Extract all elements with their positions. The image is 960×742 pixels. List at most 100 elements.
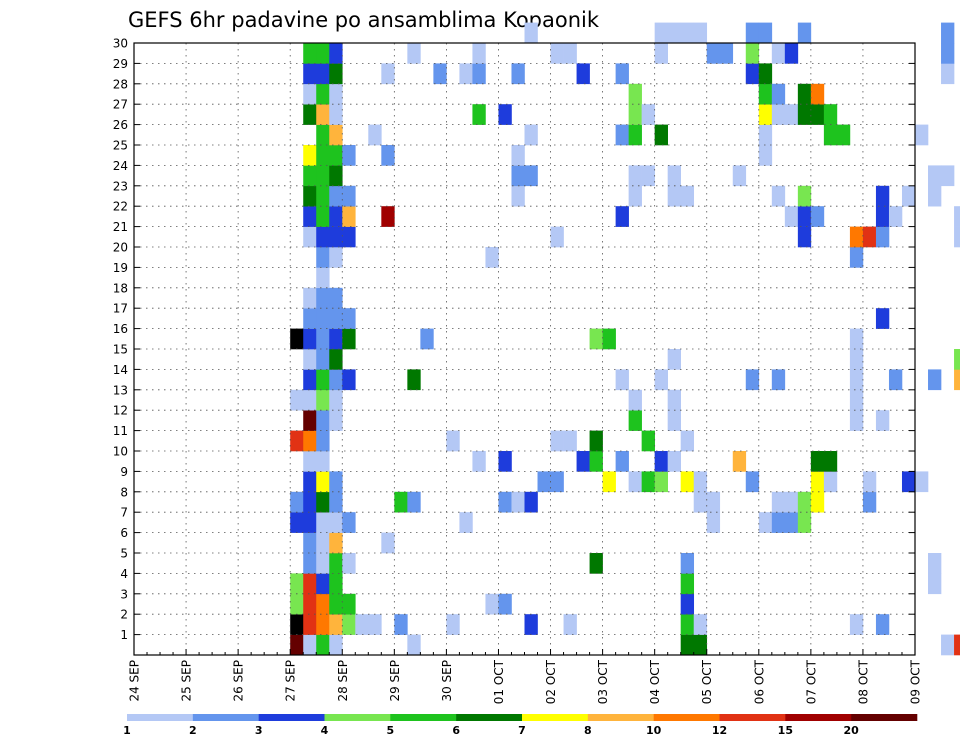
y-tick-label: 24 [113, 159, 128, 173]
precip-cell [563, 614, 577, 635]
precip-cell [706, 512, 721, 533]
precip-cell [628, 410, 642, 431]
precip-cell [745, 471, 760, 493]
colorbar-swatch [522, 714, 589, 721]
precip-cell [667, 349, 681, 370]
precip-cell [290, 614, 304, 635]
colorbar-label: 3 [255, 724, 263, 737]
precip-cell [342, 614, 356, 635]
precip-cell [615, 369, 629, 391]
precip-cell [771, 185, 786, 207]
precip-cell [654, 22, 668, 44]
precip-cell [290, 593, 304, 615]
precip-cell [615, 451, 629, 472]
precip-cell [316, 614, 330, 635]
precip-cell [329, 185, 343, 207]
precip-cell [823, 124, 838, 146]
precip-cell [303, 369, 317, 391]
colorbar-swatch [719, 714, 786, 721]
precip-cell [524, 614, 538, 635]
precip-cell [849, 410, 864, 431]
precip-cell [316, 63, 330, 85]
precip-cell [641, 165, 655, 187]
colorbar-label: 15 [778, 724, 793, 737]
precip-cell [472, 63, 486, 85]
colorbar-swatch [390, 714, 457, 721]
colorbar-swatch [851, 714, 918, 721]
colorbar-swatch [324, 714, 391, 721]
precip-cell [615, 63, 629, 85]
precip-cell [680, 22, 695, 44]
precip-cell [758, 145, 773, 166]
precip-cell [355, 614, 369, 635]
precip-cell [758, 63, 773, 85]
precip-cell [797, 104, 812, 125]
precip-cell [667, 410, 681, 431]
y-tick-label: 6 [120, 526, 128, 540]
precip-cell [446, 614, 460, 635]
precip-cell [316, 287, 330, 309]
precip-cell [316, 410, 330, 431]
precip-cell [329, 532, 343, 554]
precip-cell [797, 185, 812, 207]
precip-cell [784, 491, 799, 513]
precip-cell [303, 389, 317, 411]
precip-cell [680, 185, 695, 207]
precip-cell [915, 124, 929, 146]
precip-cell [329, 593, 343, 615]
precip-cell [524, 165, 538, 187]
precip-cell [329, 247, 343, 268]
precip-cell [316, 512, 330, 533]
precip-cell [849, 369, 864, 391]
precip-cell [316, 124, 330, 146]
precip-cell [316, 349, 330, 370]
precip-cell [862, 471, 877, 493]
precip-cell [550, 226, 564, 248]
precip-cell [316, 226, 330, 248]
precip-cell [381, 63, 395, 85]
precip-cell [303, 145, 317, 166]
precip-cell [810, 491, 825, 513]
precip-cell [680, 593, 695, 615]
colorbar-label: 5 [387, 724, 395, 737]
precip-cell [420, 328, 434, 350]
x-tick-label: 04 OCT [648, 659, 662, 704]
y-tick-label: 19 [113, 261, 128, 275]
precip-cell [954, 226, 960, 248]
colorbar-swatch [587, 714, 654, 721]
x-tick-label: 26 SEP [232, 660, 246, 702]
precip-cell [303, 328, 317, 350]
precip-cell [667, 451, 681, 472]
precip-cell [303, 308, 317, 329]
precip-cell [810, 451, 825, 472]
precip-cell [849, 614, 864, 635]
precip-cell [797, 22, 812, 44]
precip-cell [641, 471, 655, 493]
precip-cell [823, 104, 838, 125]
precip-cell [329, 634, 343, 656]
precip-cell [511, 491, 525, 513]
precip-cell [810, 83, 825, 105]
precip-cell [316, 206, 330, 227]
precip-cell [928, 369, 942, 391]
y-tick-label: 25 [113, 139, 128, 153]
precip-cell [732, 451, 747, 472]
precip-cell [771, 491, 786, 513]
precip-cell [329, 349, 343, 370]
precip-cell [719, 43, 734, 64]
precip-cell [524, 124, 538, 146]
precip-cell [290, 512, 304, 533]
precip-cell [784, 512, 799, 533]
precip-cell [472, 43, 486, 64]
colorbar-swatch [456, 714, 523, 721]
y-tick-label: 9 [120, 465, 128, 479]
precip-cell [680, 471, 695, 493]
colorbar-label: 1 [123, 724, 131, 737]
precip-cell [303, 43, 317, 64]
precip-cell [407, 369, 421, 391]
y-tick-label: 26 [113, 118, 128, 132]
precip-cell [810, 206, 825, 227]
precip-cell [628, 124, 642, 146]
precip-cell [641, 430, 655, 452]
precip-cell [732, 165, 747, 187]
